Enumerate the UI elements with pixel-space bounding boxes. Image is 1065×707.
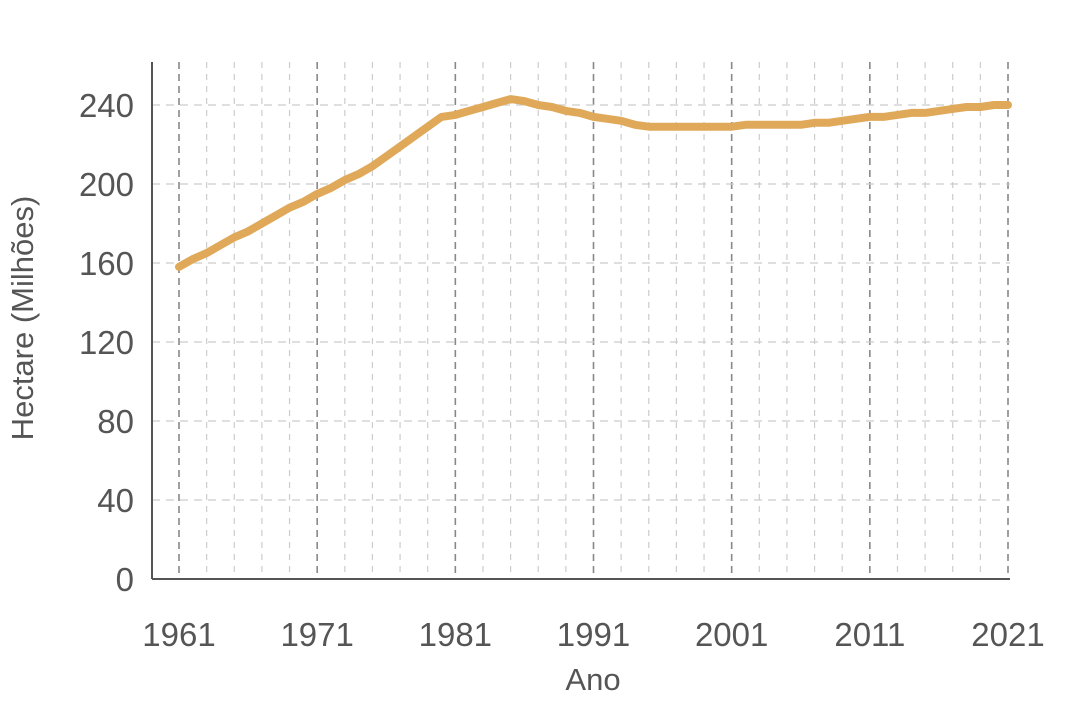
y-axis-tick-labels: 0 40 80 120 160 200 240 <box>79 87 134 598</box>
horizontal-grid-lines <box>152 104 1010 501</box>
x-axis-title: Ano <box>565 662 620 697</box>
y-tick-label: 240 <box>79 87 134 124</box>
x-tick-label: 1961 <box>142 616 215 653</box>
y-tick-label: 0 <box>116 561 134 598</box>
y-tick-label: 120 <box>79 324 134 361</box>
x-tick-label: 2001 <box>695 616 768 653</box>
x-tick-label: 1971 <box>280 616 353 653</box>
x-tick-label: 2021 <box>971 616 1044 653</box>
y-tick-label: 80 <box>97 403 134 440</box>
vertical-grid-lines <box>178 62 1009 579</box>
y-axis-title: Hectare (Milhões) <box>5 196 40 441</box>
x-tick-label: 2011 <box>834 616 905 653</box>
y-tick-label: 40 <box>97 482 134 519</box>
y-tick-label: 200 <box>79 166 134 203</box>
x-tick-label: 1991 <box>557 616 630 653</box>
series-line <box>175 95 1012 271</box>
x-axis-tick-labels: 1961 1971 1981 1991 2001 2011 2021 <box>142 616 1044 653</box>
y-tick-label: 160 <box>79 245 134 282</box>
x-tick-label: 1981 <box>419 616 492 653</box>
